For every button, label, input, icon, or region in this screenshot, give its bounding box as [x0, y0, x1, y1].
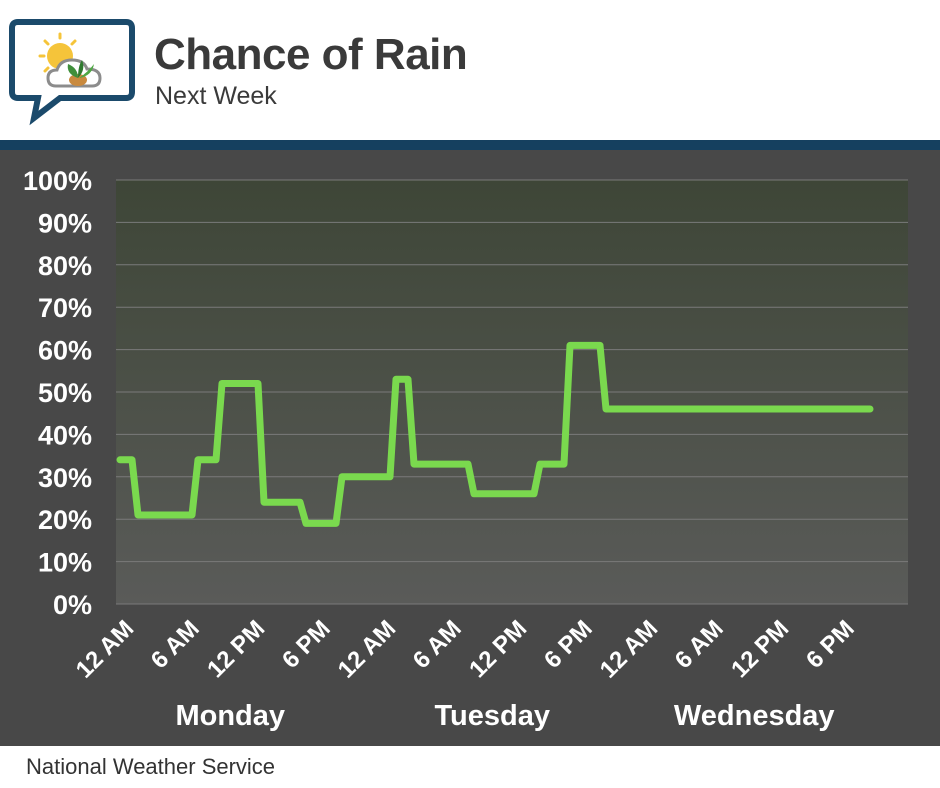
rain-chance-line-chart: 0%10%20%30%40%50%60%70%80%90%100% 12 AM 6… [23, 166, 908, 732]
x-tick-label: 12 AM [595, 615, 663, 683]
footer [0, 746, 940, 788]
y-tick-label: 30% [38, 463, 92, 493]
x-tick-label: 12 AM [333, 615, 401, 683]
y-tick-label: 100% [23, 166, 92, 196]
x-tick-label: 12 PM [464, 615, 532, 683]
x-tick-label: 6 AM [408, 615, 467, 674]
y-tick-label: 90% [38, 208, 92, 238]
chart-subtitle: Next Week [155, 82, 277, 110]
y-tick-label: 0% [53, 590, 92, 620]
y-tick-label: 10% [38, 548, 92, 578]
x-tick-label: 6 AM [670, 615, 729, 674]
y-tick-label: 70% [38, 293, 92, 323]
y-tick-label: 40% [38, 420, 92, 450]
day-label: Tuesday [434, 700, 550, 732]
x-tick-label: 6 PM [277, 615, 336, 674]
source-credit: National Weather Service [26, 754, 276, 779]
y-tick-label: 60% [38, 336, 92, 366]
day-label: Wednesday [674, 700, 835, 732]
y-tick-label: 20% [38, 505, 92, 535]
x-tick-label: 6 PM [801, 615, 860, 674]
x-tick-label: 12 PM [202, 615, 270, 683]
x-tick-label: 6 AM [146, 615, 205, 674]
x-tick-label: 6 PM [539, 615, 598, 674]
chart-title: Chance of Rain [154, 30, 468, 79]
y-tick-label: 50% [38, 378, 92, 408]
x-tick-label: 12 PM [726, 615, 794, 683]
header: Chance of Rain Next Week [0, 0, 940, 140]
x-tick-label: 12 AM [71, 615, 139, 683]
rain-chance-series-line [116, 341, 874, 527]
header-divider [0, 140, 940, 150]
weather-logo-icon [9, 19, 135, 126]
day-label: Monday [175, 700, 285, 732]
y-tick-label: 80% [38, 251, 92, 281]
